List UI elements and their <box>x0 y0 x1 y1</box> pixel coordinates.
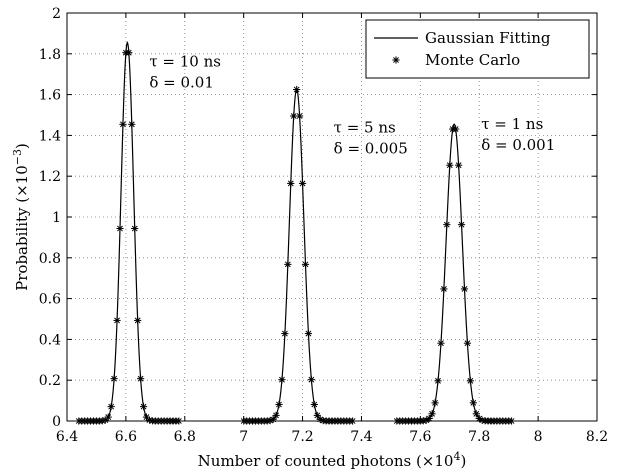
gaussian-fit-line <box>78 41 179 422</box>
x-tick-label: 6.6 <box>115 429 137 445</box>
monte-carlo-point <box>466 377 474 385</box>
monte-carlo-point <box>113 316 121 325</box>
y-tick-label: 0.4 <box>39 332 61 348</box>
monte-carlo-point <box>128 120 136 128</box>
monte-carlo-point <box>119 120 127 128</box>
monte-carlo-point <box>296 112 304 120</box>
x-tick-label: 7 <box>239 429 248 445</box>
annotation-delta-2: δ = 0.005 <box>334 140 408 158</box>
legend-asterisk-swatch <box>392 56 400 64</box>
annotation-tau-2: τ = 5 ns <box>334 119 396 137</box>
grid <box>67 13 597 421</box>
monte-carlo-point <box>428 410 436 418</box>
x-tick-label: 6.8 <box>174 429 196 445</box>
monte-carlo-point <box>284 260 292 268</box>
annotation-tau-1: τ = 10 ns <box>149 53 221 71</box>
y-tick-label: 0 <box>52 414 61 430</box>
monte-carlo-point <box>437 339 445 347</box>
x-tick-label: 6.4 <box>56 429 78 445</box>
gaussian-fit-line <box>396 123 512 422</box>
monte-carlo-point <box>125 49 133 57</box>
monte-carlo-point <box>107 403 115 411</box>
y-tick-label: 1.4 <box>39 128 61 144</box>
annotation-delta-1: δ = 0.01 <box>149 74 214 92</box>
annotations: τ = 10 ns δ = 0.01 τ = 5 ns δ = 0.005 τ = 1 … <box>149 53 555 158</box>
monte-carlo-point <box>307 376 315 384</box>
y-tick-label: 1 <box>52 210 61 226</box>
monte-carlo-point <box>469 399 477 407</box>
monte-carlo-point <box>281 329 289 338</box>
monte-carlo-point <box>287 179 295 188</box>
monte-carlo-point <box>139 403 148 411</box>
monte-carlo-point <box>310 400 318 409</box>
axis-ticks: 6.4 6.6 6.8 7 7.2 7.4 7.6 7.8 8 8.2 0 0.2 0.4 0.6 0.8 1… <box>39 6 608 445</box>
legend-asterisk <box>392 56 400 64</box>
monte-carlo-point <box>101 416 109 424</box>
monte-carlo-point <box>313 411 321 420</box>
y-tick-label: 0.6 <box>39 292 61 308</box>
y-tick-label: 1.6 <box>39 88 61 104</box>
legend: Gaussian Fitting Monte Carlo <box>365 19 590 79</box>
plot-series <box>75 41 516 425</box>
x-axis-label: Number of counted photons (×104) <box>198 450 467 470</box>
y-tick-label: 1.8 <box>39 47 61 63</box>
annotation-tau-3: τ = 1 ns <box>481 115 543 133</box>
monte-carlo-point <box>431 399 439 407</box>
legend-box <box>365 19 590 79</box>
monte-carlo-point <box>104 413 112 421</box>
legend-label-gaussian: Gaussian Fitting <box>425 29 551 47</box>
monte-carlo-point <box>131 224 139 233</box>
monte-carlo-point <box>275 400 283 409</box>
y-tick-label: 1.2 <box>39 169 61 185</box>
x-tick-label: 7.6 <box>409 429 431 445</box>
monte-carlo-point <box>463 339 472 347</box>
monte-carlo-point <box>272 411 280 420</box>
monte-carlo-point <box>434 377 442 385</box>
monte-carlo-point <box>134 316 142 325</box>
x-tick-label: 8.2 <box>586 429 608 445</box>
legend-label-montecarlo: Monte Carlo <box>425 51 520 69</box>
y-tick-label: 2 <box>52 6 61 22</box>
monte-carlo-point <box>455 161 463 169</box>
monte-carlo-point <box>278 376 286 384</box>
annotation-delta-3: δ = 0.001 <box>481 136 555 154</box>
x-tick-label: 7.2 <box>291 429 313 445</box>
monte-carlo-point <box>457 221 466 229</box>
monte-carlo-point <box>304 329 313 338</box>
monte-carlo-point <box>472 410 480 418</box>
y-axis-label: Probability (×10−3) <box>11 143 31 291</box>
y-tick-label: 0.2 <box>39 373 61 389</box>
monte-carlo-point <box>137 375 145 383</box>
monte-carlo-point <box>443 221 451 229</box>
series-group-3 <box>393 123 516 425</box>
monte-carlo-point <box>446 161 454 169</box>
x-tick-label: 7.8 <box>468 429 490 445</box>
y-tick-label: 0.8 <box>39 251 61 267</box>
monte-carlo-point <box>298 179 307 188</box>
monte-carlo-point <box>110 375 118 383</box>
monte-carlo-point <box>301 260 310 268</box>
monte-carlo-point <box>452 125 460 133</box>
monte-carlo-point <box>293 85 301 94</box>
monte-carlo-point <box>440 285 448 293</box>
monte-carlo-point <box>142 413 151 421</box>
series-group-2 <box>240 85 357 425</box>
x-tick-label: 8 <box>534 429 543 445</box>
monte-carlo-point <box>116 224 124 233</box>
series-group-1 <box>75 41 183 425</box>
x-tick-label: 7.4 <box>350 429 372 445</box>
monte-carlo-point <box>460 285 469 293</box>
